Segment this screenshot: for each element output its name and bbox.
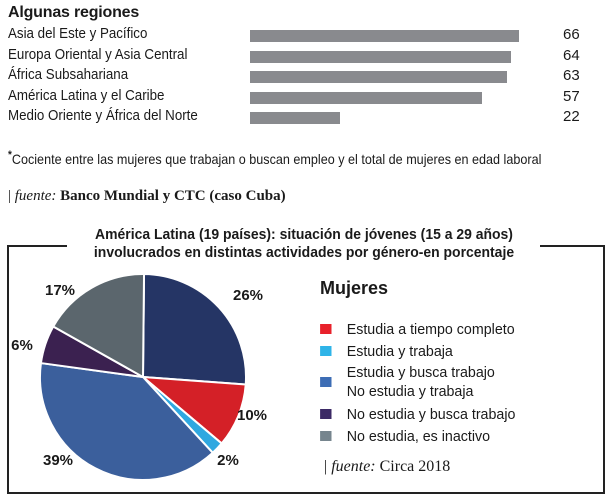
- pie-slice: [141, 272, 247, 386]
- bar-chart-source: | fuente: Banco Mundial y CTC (caso Cuba…: [8, 188, 286, 205]
- pie-value-label: 39%: [43, 452, 73, 469]
- bar-label: Europa Oriental y Asia Central: [8, 46, 188, 63]
- legend-swatch: [320, 409, 332, 419]
- source-divider: |: [324, 458, 332, 475]
- frame-border-right: [603, 245, 605, 493]
- legend-label: Estudia a tiempo completo: [346, 321, 515, 338]
- bar-value-label: 57: [563, 87, 580, 105]
- frame-border-bottom: [7, 492, 605, 494]
- pie-chart: 26% 10% 2% 39% 6% 17%: [11, 272, 267, 481]
- source-text: Circa 2018: [379, 458, 451, 475]
- legend-title: Mujeres: [320, 278, 389, 298]
- pie-value-label: 2%: [217, 452, 239, 469]
- bar: [250, 71, 507, 83]
- pie-slice: [39, 361, 215, 481]
- bar-row: Asia del Este y Pacífico 66: [0, 26, 606, 46]
- legend-swatch: [320, 431, 332, 441]
- bar-value-label: 64: [563, 46, 580, 64]
- pie-title-line-1: América Latina (19 países): situación de…: [95, 226, 513, 243]
- legend-swatch: [320, 377, 332, 387]
- bar-row: Europa Oriental y Asia Central 64: [0, 47, 606, 67]
- footnote: *Cociente entre las mujeres que trabajan…: [8, 148, 544, 167]
- source-label: fuente:: [14, 188, 57, 204]
- bar-value-label: 66: [563, 26, 580, 43]
- footnote-text: Cociente entre las mujeres que trabajan …: [11, 151, 542, 167]
- source-divider: |: [8, 188, 15, 204]
- legend-item: No estudia y busca trabajo: [320, 405, 516, 424]
- legend-label: Estudia y busca trabajo: [346, 364, 495, 381]
- pie-value-label: 26%: [233, 287, 263, 304]
- frame-border-left: [7, 245, 9, 493]
- bar-value-label: 63: [563, 67, 580, 84]
- pie-value-label: 17%: [45, 282, 75, 299]
- bar: [250, 112, 340, 124]
- legend-label: No estudia y busca trabajo: [346, 406, 516, 423]
- bar: [250, 91, 483, 104]
- pie-chart-source: | fuente: Circa 2018: [324, 458, 450, 476]
- bar-label: América Latina y el Caribe: [8, 87, 165, 104]
- legend-item: Estudia a tiempo completo: [320, 320, 515, 339]
- legend-label: No estudia y trabaja: [346, 383, 474, 400]
- source-text: Banco Mundial y CTC (caso Cuba): [60, 188, 286, 204]
- legend-item: No estudia, es inactivo: [320, 427, 491, 446]
- pie-slice: [51, 273, 146, 379]
- source-label: fuente:: [331, 458, 376, 475]
- bar-row: Medio Oriente y África del Norte 22: [0, 108, 606, 128]
- legend-item: Estudia y trabaja: [320, 342, 453, 361]
- legend-swatch: [320, 346, 332, 356]
- pie-value-label: 10%: [237, 407, 267, 424]
- pie-chart-title: América Latina (19 países): situación de…: [86, 226, 521, 262]
- bar-label: Medio Oriente y África del Norte: [8, 108, 198, 124]
- bar-chart-title: Algunas regiones: [8, 4, 140, 21]
- legend-label: Estudia y trabaja: [346, 343, 453, 360]
- bar: [250, 30, 519, 42]
- footnote-marker: *: [8, 149, 12, 161]
- pie-title-line-2: involucrados en distintas actividades po…: [93, 244, 515, 261]
- frame-border-top-right: [540, 245, 605, 247]
- legend-swatch: [320, 324, 332, 334]
- legend-label: No estudia, es inactivo: [346, 428, 491, 445]
- bar: [250, 50, 511, 63]
- bar-label: África Subsahariana: [8, 67, 129, 83]
- bar-row: América Latina y el Caribe 57: [0, 88, 606, 108]
- bar-value-label: 22: [563, 108, 580, 125]
- bar-label: Asia del Este y Pacífico: [8, 26, 148, 42]
- legend-item: No estudia y trabaja: [322, 382, 474, 401]
- legend-item: Estudia y busca trabajo: [320, 363, 495, 387]
- pie-value-label: 6%: [11, 337, 33, 354]
- frame-border-top-left: [7, 245, 67, 247]
- bar-row: África Subsahariana 63: [0, 67, 606, 87]
